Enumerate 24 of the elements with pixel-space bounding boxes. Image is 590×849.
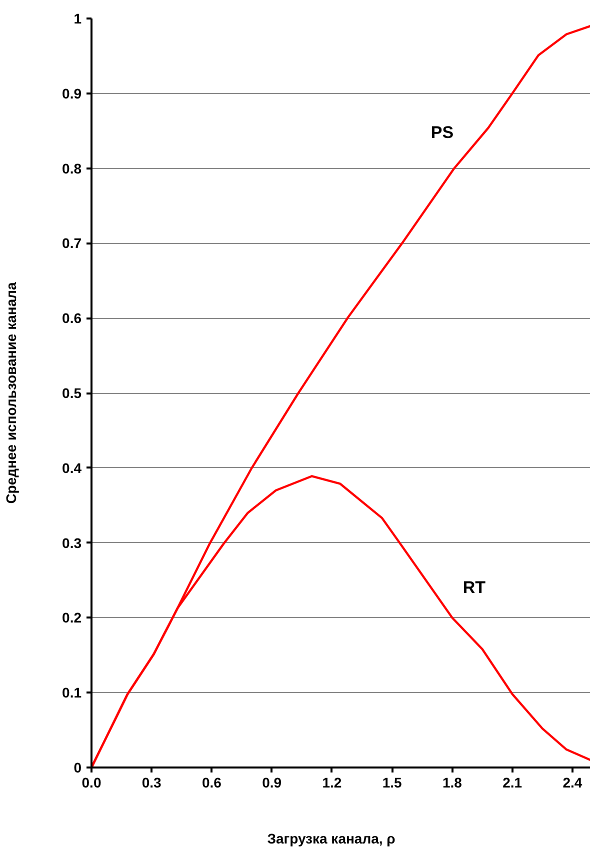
x-axis-title: Загрузка канала, ρ [267, 830, 396, 846]
series-label: RT [462, 578, 486, 598]
y-tick-label: 0.5 [62, 385, 82, 401]
y-tick-label: 0.9 [62, 85, 82, 102]
x-tick-label: 1.5 [382, 774, 402, 790]
y-tick-label: 0.2 [62, 610, 82, 626]
y-tick-label: 1 [74, 10, 82, 26]
y-tick-label: 0 [74, 760, 82, 776]
x-tick-label: 0.9 [262, 774, 282, 790]
x-tick-label: 0.3 [142, 774, 162, 790]
y-tick-label: 0.6 [62, 310, 82, 326]
y-tick-label: 0.8 [62, 160, 82, 176]
y-tick-label: 0.4 [62, 460, 82, 476]
x-tick-label: 1.2 [322, 774, 342, 790]
x-tick-label: 2.4 [562, 774, 582, 790]
x-tick-label: 0.6 [202, 774, 222, 790]
x-tick-label: 1.8 [442, 774, 462, 790]
y-axis-title: Среднее использование канала [3, 282, 20, 504]
series-label: PS [430, 122, 454, 142]
x-tick-label: 0.0 [82, 774, 102, 790]
y-tick-label: 0.3 [62, 534, 82, 551]
x-tick-label: 2.1 [502, 774, 522, 790]
y-tick-label: 0.7 [62, 235, 82, 252]
y-tick-label: 0.1 [62, 684, 82, 701]
